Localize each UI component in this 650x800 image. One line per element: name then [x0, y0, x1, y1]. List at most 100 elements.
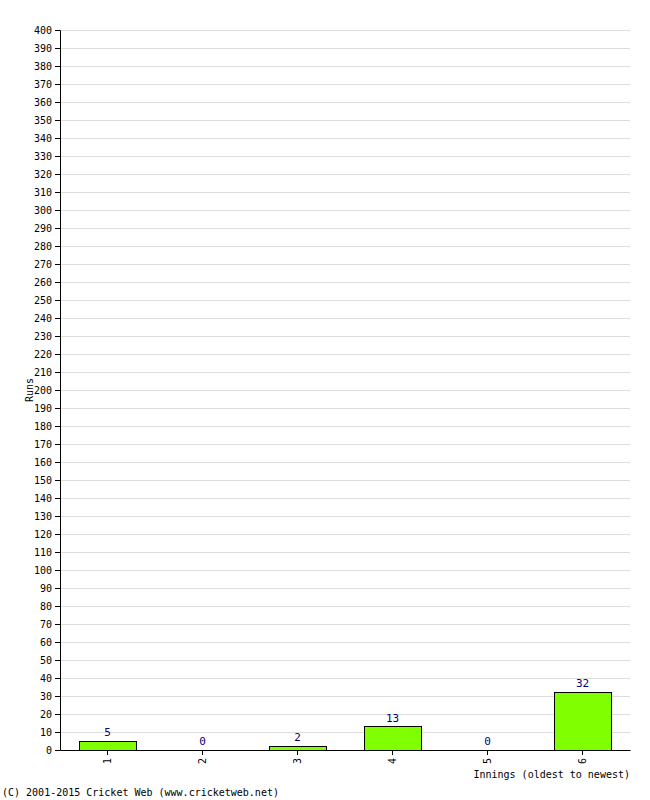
bar — [174, 750, 231, 751]
y-tick: 400 — [34, 25, 60, 36]
y-tick: 380 — [34, 61, 60, 72]
y-tick-mark — [55, 372, 60, 373]
x-axis-line — [61, 750, 631, 751]
grid-line — [60, 84, 630, 85]
grid-line — [60, 372, 630, 373]
y-tick-label: 310 — [34, 187, 52, 198]
y-tick-mark — [55, 84, 60, 85]
grid-line — [60, 318, 630, 319]
grid-line — [60, 426, 630, 427]
y-tick-mark — [55, 462, 60, 463]
y-tick-mark — [55, 714, 60, 715]
grid-line — [60, 354, 630, 355]
grid-line — [60, 138, 630, 139]
grid — [60, 30, 630, 750]
grid-line — [60, 696, 630, 697]
y-tick: 160 — [34, 457, 60, 468]
grid-line — [60, 444, 630, 445]
grid-line — [60, 642, 630, 643]
y-tick: 20 — [40, 709, 60, 720]
y-tick-mark — [55, 660, 60, 661]
grid-line — [60, 174, 630, 175]
y-tick-label: 390 — [34, 43, 52, 54]
x-tick-label: 4 — [387, 758, 398, 764]
x-tick: 3 — [292, 750, 303, 764]
y-tick-label: 220 — [34, 349, 52, 360]
y-tick-mark — [55, 678, 60, 679]
y-tick-mark — [55, 120, 60, 121]
y-tick-mark — [55, 426, 60, 427]
grid-line — [60, 570, 630, 571]
y-tick-label: 40 — [40, 673, 52, 684]
y-tick: 250 — [34, 295, 60, 306]
y-tick-mark — [55, 138, 60, 139]
x-tick-mark — [487, 750, 488, 755]
y-tick-label: 190 — [34, 403, 52, 414]
data-label: 32 — [576, 677, 589, 690]
y-tick: 370 — [34, 79, 60, 90]
grid-line — [60, 156, 630, 157]
y-tick: 180 — [34, 421, 60, 432]
grid-line — [60, 120, 630, 121]
y-tick-label: 170 — [34, 439, 52, 450]
grid-line — [60, 624, 630, 625]
x-tick-mark — [202, 750, 203, 755]
y-tick-label: 370 — [34, 79, 52, 90]
y-tick-mark — [55, 228, 60, 229]
y-tick-label: 0 — [46, 745, 52, 756]
y-tick: 320 — [34, 169, 60, 180]
y-tick-mark — [55, 336, 60, 337]
y-tick-label: 140 — [34, 493, 52, 504]
y-tick-mark — [55, 354, 60, 355]
y-tick-label: 100 — [34, 565, 52, 576]
y-tick-label: 330 — [34, 151, 52, 162]
y-tick-label: 230 — [34, 331, 52, 342]
y-tick-label: 10 — [40, 727, 52, 738]
x-tick-label: 2 — [197, 758, 208, 764]
x-tick-mark — [107, 750, 108, 755]
grid-line — [60, 732, 630, 733]
grid-line — [60, 534, 630, 535]
x-tick: 5 — [482, 750, 493, 764]
x-tick-label: 6 — [577, 758, 588, 764]
x-tick-mark — [392, 750, 393, 755]
y-tick: 150 — [34, 475, 60, 486]
grid-line — [60, 102, 630, 103]
y-tick: 30 — [40, 691, 60, 702]
grid-line — [60, 462, 630, 463]
y-tick-mark — [55, 588, 60, 589]
bar — [554, 692, 611, 750]
y-tick-label: 150 — [34, 475, 52, 486]
y-tick-label: 30 — [40, 691, 52, 702]
grid-line — [60, 30, 630, 31]
grid-line — [60, 192, 630, 193]
y-tick: 40 — [40, 673, 60, 684]
y-tick-label: 320 — [34, 169, 52, 180]
y-tick: 350 — [34, 115, 60, 126]
bar — [269, 746, 326, 750]
bar — [364, 727, 421, 750]
x-tick-mark — [297, 750, 298, 755]
grid-line — [60, 408, 630, 409]
bar — [79, 741, 136, 750]
y-tick-label: 360 — [34, 97, 52, 108]
y-tick-label: 280 — [34, 241, 52, 252]
y-tick-mark — [55, 480, 60, 481]
y-tick-mark — [55, 552, 60, 553]
y-tick-label: 380 — [34, 61, 52, 72]
y-tick: 190 — [34, 403, 60, 414]
grid-line — [60, 498, 630, 499]
y-tick-label: 60 — [40, 637, 52, 648]
y-tick: 360 — [34, 97, 60, 108]
y-tick: 290 — [34, 223, 60, 234]
y-tick: 80 — [40, 601, 60, 612]
y-tick: 90 — [40, 583, 60, 594]
y-tick: 310 — [34, 187, 60, 198]
y-tick: 60 — [40, 637, 60, 648]
y-tick-label: 80 — [40, 601, 52, 612]
y-tick-mark — [55, 210, 60, 211]
y-tick: 130 — [34, 511, 60, 522]
grid-line — [60, 678, 630, 679]
bar — [459, 750, 516, 751]
x-tick-label: 3 — [292, 758, 303, 764]
